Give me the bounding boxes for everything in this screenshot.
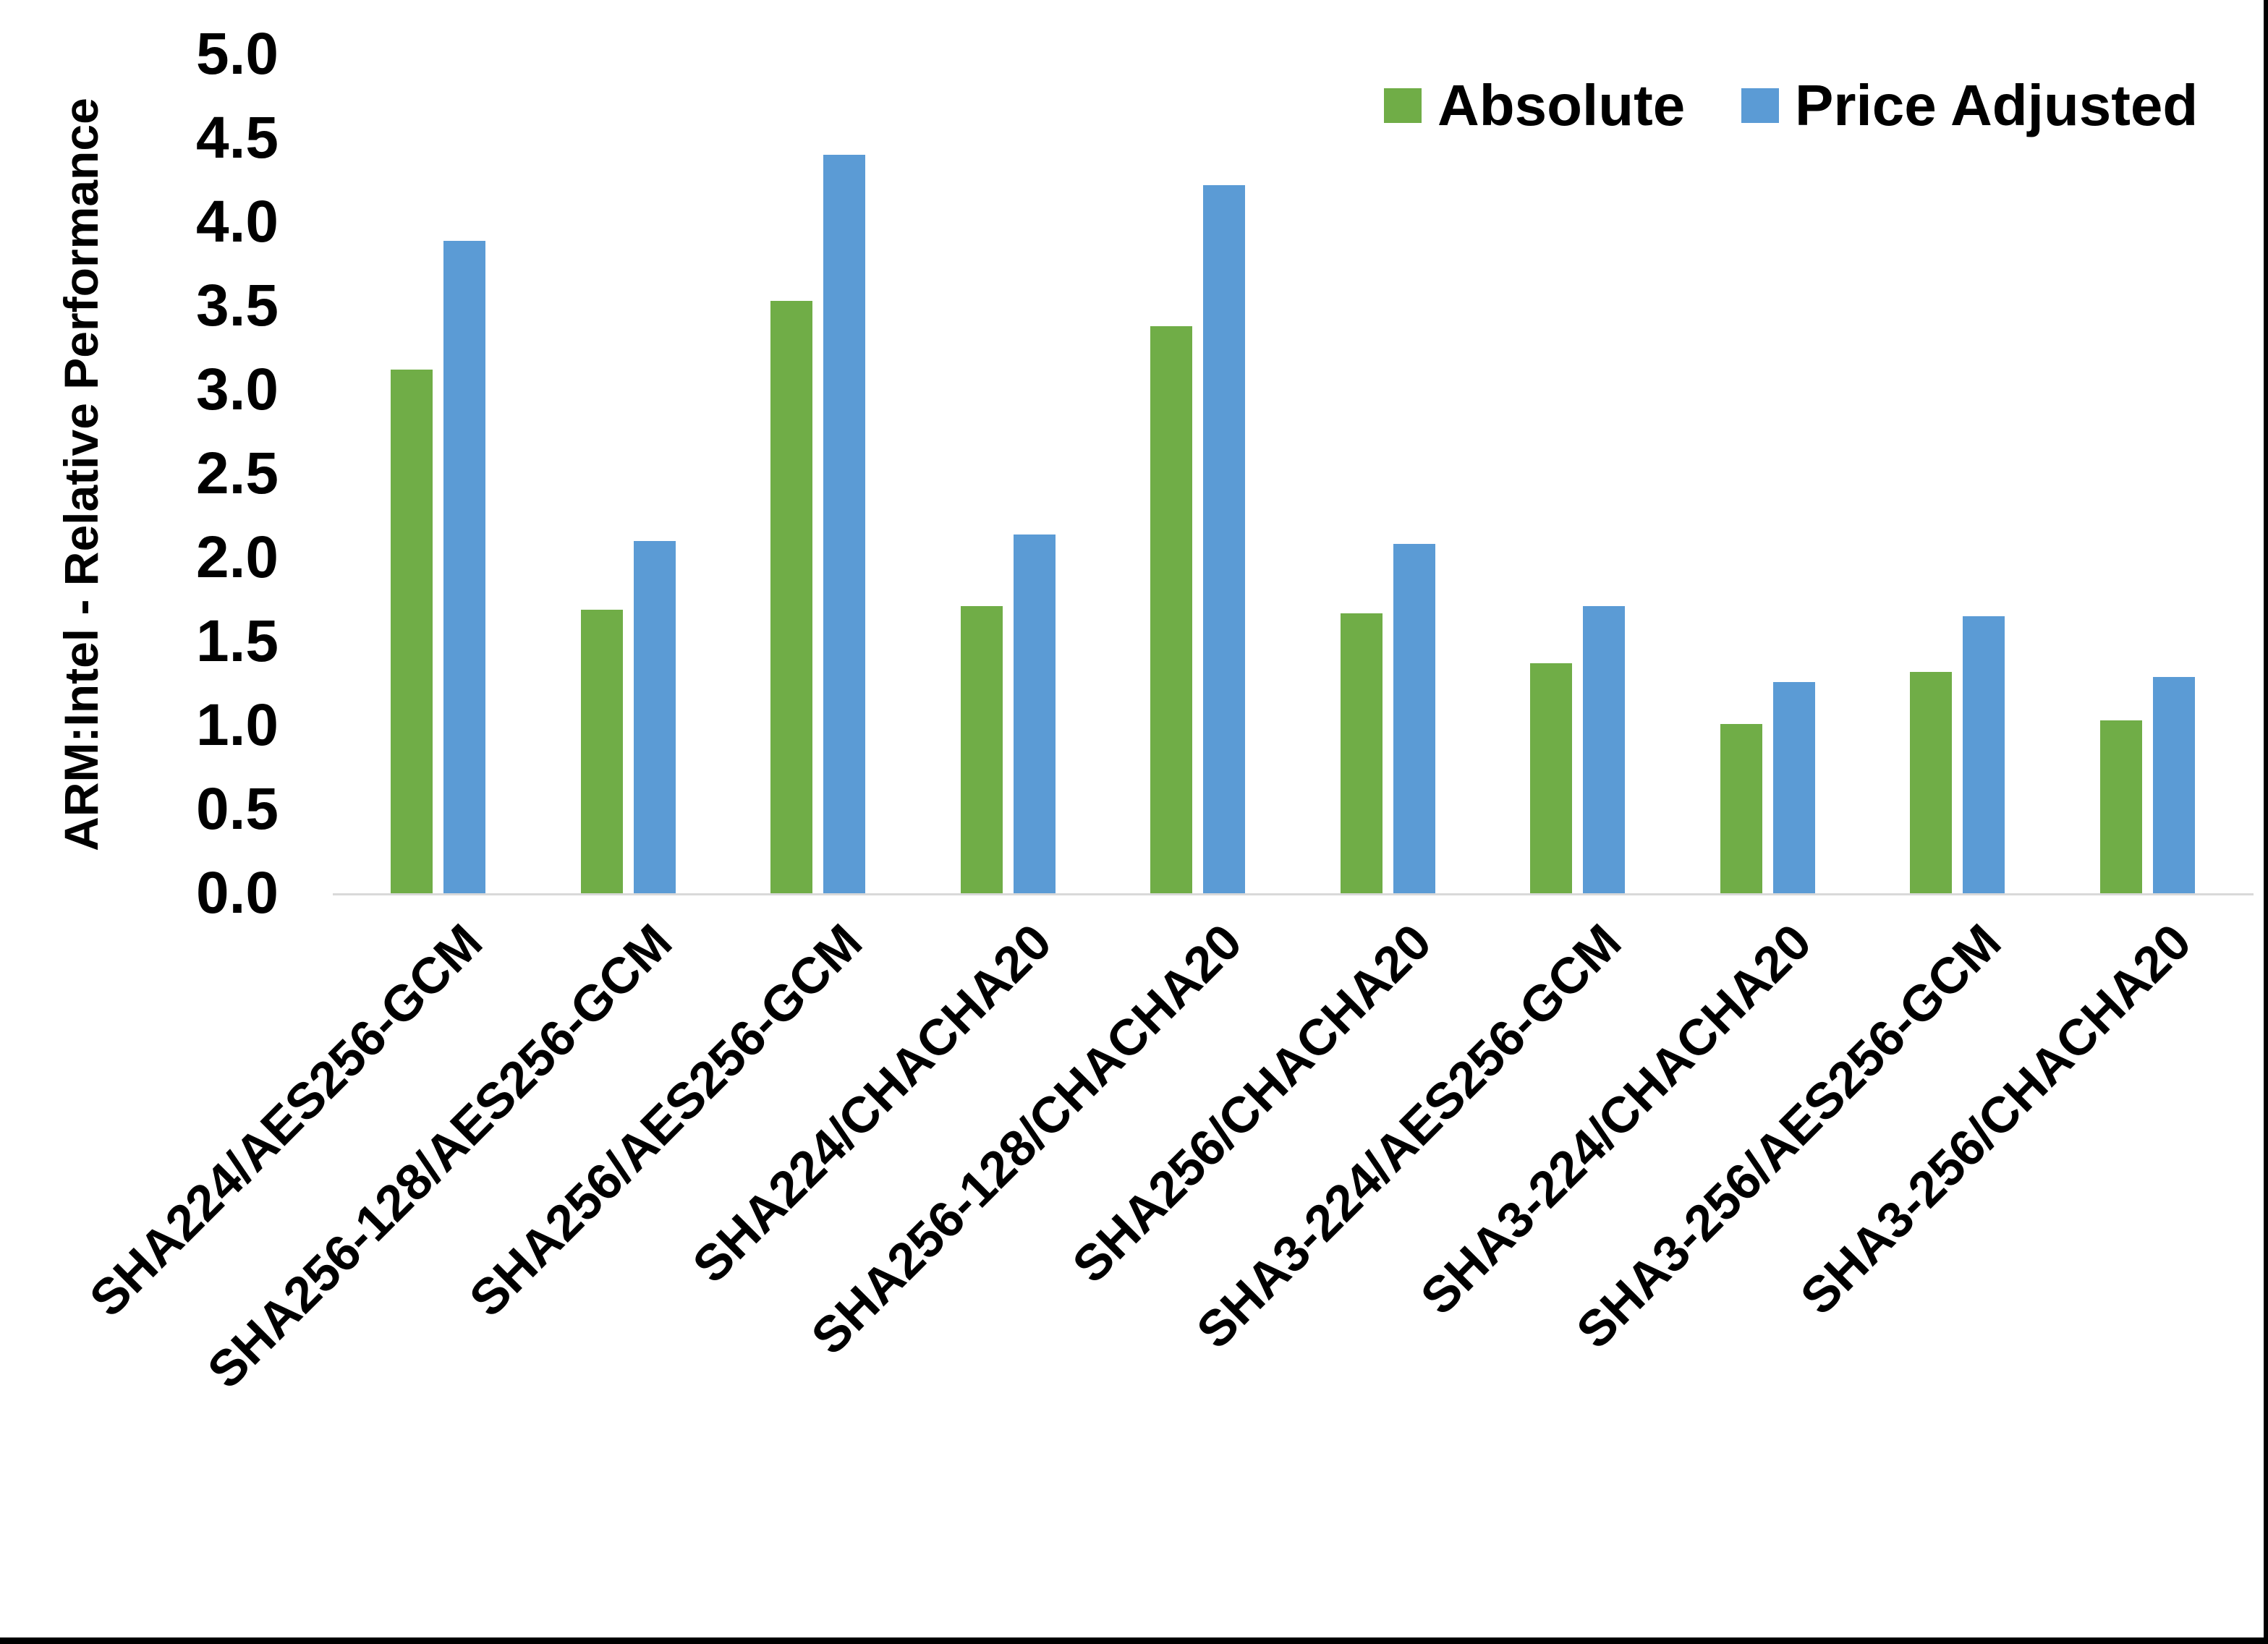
bar-price-adjusted-4	[1203, 185, 1245, 893]
y-tick-label: 1.0	[196, 692, 279, 758]
plot-area	[344, 54, 2243, 893]
bar-price-adjusted-3	[1013, 534, 1056, 893]
y-tick-label: 3.0	[196, 357, 279, 422]
frame-right-border	[2264, 0, 2268, 1644]
bar-price-adjusted-9	[2152, 677, 2195, 893]
bar-absolute-6	[1530, 663, 1572, 893]
y-tick-label: 3.5	[196, 273, 279, 338]
bar-price-adjusted-8	[1963, 616, 2005, 893]
y-tick-label: 0.0	[196, 860, 279, 926]
y-tick-label: 2.0	[196, 524, 279, 590]
bar-price-adjusted-1	[633, 541, 676, 893]
bar-absolute-4	[1150, 326, 1192, 893]
y-tick-label: 4.0	[196, 189, 279, 255]
bar-absolute-1	[580, 610, 623, 893]
y-tick-label: 2.5	[196, 440, 279, 506]
y-tick-label: 4.5	[196, 105, 279, 171]
legend-label: Absolute	[1437, 73, 1686, 137]
y-tick-label: 0.5	[196, 776, 279, 842]
bar-absolute-0	[391, 370, 433, 893]
bar-price-adjusted-0	[443, 241, 485, 893]
bar-absolute-3	[960, 606, 1003, 893]
y-tick-label: 1.5	[196, 608, 279, 674]
bar-price-adjusted-7	[1772, 682, 1815, 893]
bar-absolute-9	[2099, 720, 2142, 893]
bar-price-adjusted-2	[823, 155, 865, 893]
x-category-label: SHA3-256/CHACHA20	[1789, 913, 2202, 1326]
legend-swatch	[1384, 88, 1422, 123]
x-category-label: SHA256/AES256-GCM	[458, 913, 872, 1328]
bar-price-adjusted-5	[1393, 544, 1435, 893]
x-category-label: SHA256/CHACHA20	[1061, 913, 1443, 1294]
legend-swatch	[1741, 88, 1779, 123]
legend-item-absolute: Absolute	[1384, 71, 1685, 140]
y-tick-label: 5.0	[196, 21, 279, 87]
legend-item-price-adjusted: Price Adjusted	[1741, 71, 2198, 140]
x-category-label: SHA224/CHACHA20	[681, 913, 1063, 1294]
bar-absolute-2	[770, 301, 812, 893]
x-category-label: SHA224/AES256-GCM	[78, 913, 493, 1328]
x-axis-baseline	[333, 893, 2254, 895]
frame-bottom-border	[0, 1637, 2268, 1644]
bar-absolute-7	[1720, 724, 1762, 893]
legend-label: Price Adjusted	[1795, 73, 2199, 137]
bar-absolute-5	[1340, 613, 1383, 893]
bar-price-adjusted-6	[1583, 606, 1625, 893]
x-category-label: SHA3-224/CHACHA20	[1409, 913, 1822, 1326]
bar-absolute-8	[1910, 672, 1952, 893]
